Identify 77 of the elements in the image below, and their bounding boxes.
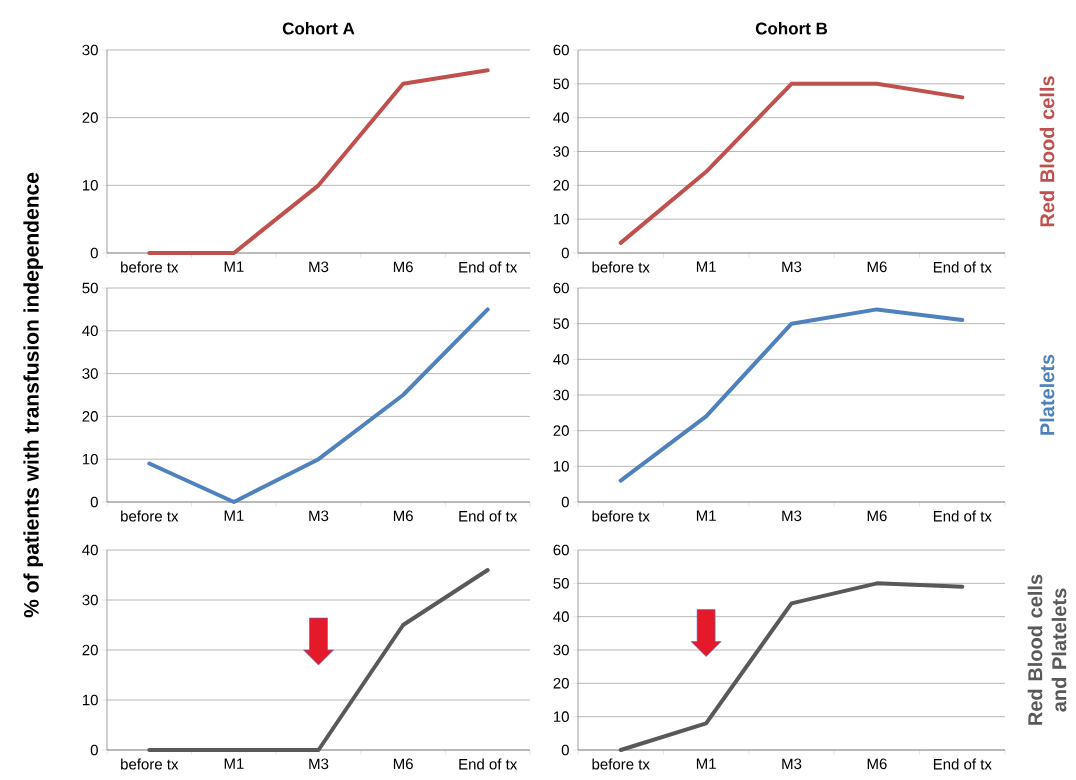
- y-tick-label: 0: [561, 744, 569, 756]
- y-tick-label: 0: [561, 247, 569, 259]
- y-tick-label: 0: [90, 744, 98, 756]
- y-tick-label: 30: [553, 146, 569, 157]
- y-tick-label: 30: [82, 594, 98, 606]
- y-tick-label: 40: [82, 325, 98, 337]
- y-tick-label: 20: [553, 425, 569, 436]
- y-tick-label: 30: [553, 644, 569, 656]
- y-tick-label: 10: [82, 453, 98, 465]
- x-tick-label: M3: [782, 261, 802, 273]
- x-tick-label: M3: [309, 261, 329, 273]
- line-series: [618, 81, 965, 245]
- y2-axis-title: Platelets: [1039, 354, 1055, 435]
- x-tick-label: before tx: [121, 510, 179, 522]
- x-tick-label: M6: [867, 261, 887, 273]
- y-tick-label: 50: [82, 282, 98, 294]
- x-tick-label: End of tx: [933, 261, 992, 273]
- x-tick-label: M1: [696, 510, 716, 521]
- x-tick-label: M3: [309, 510, 329, 522]
- y2-axis-title: Red Blood cells and Platelets: [1027, 574, 1067, 725]
- x-tick-label: End of tx: [933, 510, 992, 522]
- y-tick-label: 60: [553, 544, 569, 556]
- y-tick-label: 10: [82, 694, 98, 706]
- y-tick-label: 20: [82, 411, 98, 422]
- y-axis-title: % of patients with transfusion independence: [23, 172, 43, 618]
- x-tick-label: End of tx: [459, 261, 518, 273]
- y-tick-label: 40: [553, 112, 569, 123]
- chart-title: Cohort A: [282, 22, 355, 35]
- y-tick-label: 0: [90, 496, 98, 508]
- y-tick-label: 40: [553, 354, 569, 365]
- y-tick-label: 20: [553, 180, 569, 191]
- y-tick-label: 0: [561, 496, 569, 508]
- y-tick-label: 50: [553, 578, 569, 589]
- line-series: [147, 68, 490, 255]
- y-tick-label: 30: [82, 44, 98, 56]
- x-tick-label: M3: [782, 510, 802, 522]
- y-tick-label: 20: [553, 678, 569, 689]
- y-tick-label: 10: [553, 461, 569, 472]
- x-tick-label: before tx: [592, 758, 650, 770]
- x-tick-label: M6: [867, 510, 887, 522]
- x-tick-label: before tx: [592, 510, 650, 522]
- y-tick-label: 40: [553, 611, 569, 622]
- line-series: [147, 307, 490, 504]
- chart-title: Cohort B: [755, 22, 828, 35]
- y-tick-label: 60: [553, 282, 569, 294]
- x-tick-label: before tx: [121, 758, 179, 770]
- x-tick-label: M6: [393, 261, 413, 273]
- y-tick-label: 50: [553, 318, 569, 329]
- y-tick-label: 0: [90, 247, 98, 259]
- y-tick-label: 20: [82, 112, 98, 123]
- y-tick-label: 50: [553, 78, 569, 90]
- x-tick-label: M1: [696, 758, 716, 769]
- x-tick-label: M6: [393, 510, 413, 522]
- x-tick-label: End of tx: [459, 510, 518, 522]
- line-series: [618, 307, 965, 483]
- y-tick-label: 60: [553, 44, 569, 56]
- x-tick-label: M3: [309, 758, 329, 770]
- x-tick-label: M6: [867, 758, 887, 770]
- x-tick-label: End of tx: [459, 758, 518, 770]
- x-tick-label: End of tx: [933, 758, 992, 770]
- y-tick-label: 20: [82, 644, 98, 656]
- y-tick-label: 30: [82, 368, 98, 379]
- x-tick-label: M1: [224, 758, 244, 769]
- y-tick-label: 30: [553, 389, 569, 401]
- x-tick-label: M3: [782, 758, 802, 770]
- x-tick-label: before tx: [592, 261, 650, 273]
- y-tick-label: 10: [553, 711, 569, 722]
- x-tick-label: before tx: [121, 261, 179, 273]
- y-tick-label: 10: [82, 180, 98, 191]
- x-tick-label: M1: [224, 510, 244, 521]
- y-tick-label: 40: [82, 544, 98, 556]
- line-series: [618, 581, 965, 752]
- x-tick-label: M6: [393, 758, 413, 770]
- x-tick-label: M1: [696, 261, 716, 272]
- x-tick-label: M1: [224, 261, 244, 272]
- y2-axis-title: Red Blood cells: [1039, 76, 1055, 227]
- y-tick-label: 10: [553, 213, 569, 225]
